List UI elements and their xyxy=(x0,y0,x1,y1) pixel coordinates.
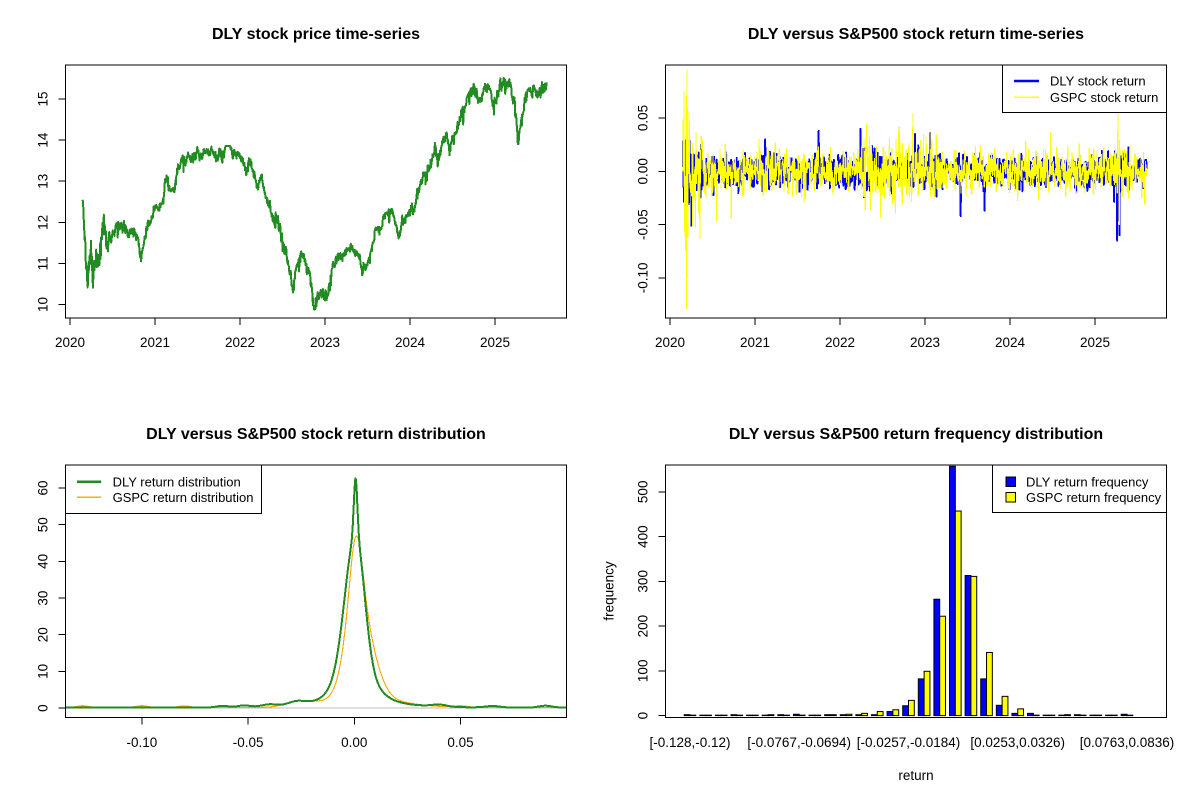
svg-text:2021: 2021 xyxy=(140,335,170,350)
svg-text:200: 200 xyxy=(636,615,651,638)
svg-text:0.00: 0.00 xyxy=(341,735,367,750)
svg-text:100: 100 xyxy=(636,660,651,683)
svg-text:2023: 2023 xyxy=(310,335,340,350)
svg-text:20: 20 xyxy=(36,627,51,642)
svg-text:2024: 2024 xyxy=(395,335,426,350)
svg-text:11: 11 xyxy=(36,256,51,270)
svg-text:500: 500 xyxy=(636,481,651,504)
svg-text:2021: 2021 xyxy=(740,335,770,350)
svg-text:2025: 2025 xyxy=(480,335,510,350)
svg-text:2024: 2024 xyxy=(995,335,1026,350)
svg-text:[-0.0767,-0.0694): [-0.0767,-0.0694) xyxy=(747,735,851,750)
svg-text:return: return xyxy=(898,768,933,783)
svg-text:DLY stock price time-series: DLY stock price time-series xyxy=(212,26,420,43)
svg-text:14: 14 xyxy=(36,132,51,148)
svg-text:2022: 2022 xyxy=(225,335,255,350)
svg-text:DLY versus S&P500 stock return: DLY versus S&P500 stock return time-seri… xyxy=(748,26,1084,43)
svg-text:[-0.0257,-0.0184): [-0.0257,-0.0184) xyxy=(857,735,961,750)
svg-text:[0.0763,0.0836): [0.0763,0.0836) xyxy=(1080,735,1175,750)
svg-text:10: 10 xyxy=(36,297,51,312)
svg-text:0: 0 xyxy=(36,704,51,712)
svg-text:[-0.128,-0.12): [-0.128,-0.12) xyxy=(649,735,730,750)
svg-text:12: 12 xyxy=(36,215,51,230)
svg-text:DLY stock return: DLY stock return xyxy=(1050,74,1146,89)
svg-text:10: 10 xyxy=(36,664,51,679)
svg-text:0.05: 0.05 xyxy=(447,735,473,750)
svg-text:-0.05: -0.05 xyxy=(233,735,264,750)
svg-text:DLY versus S&P500 stock return: DLY versus S&P500 stock return distribut… xyxy=(146,426,486,443)
svg-text:-0.10: -0.10 xyxy=(636,263,651,294)
svg-text:frequency: frequency xyxy=(602,561,617,621)
svg-text:13: 13 xyxy=(36,174,51,189)
svg-text:GSPC return frequency: GSPC return frequency xyxy=(1026,490,1162,505)
svg-text:DLY return frequency: DLY return frequency xyxy=(1026,474,1149,489)
svg-text:50: 50 xyxy=(36,517,51,532)
svg-text:15: 15 xyxy=(36,91,51,106)
svg-text:40: 40 xyxy=(36,554,51,569)
svg-text:2025: 2025 xyxy=(1080,335,1110,350)
svg-text:30: 30 xyxy=(36,591,51,606)
svg-text:400: 400 xyxy=(636,525,651,548)
svg-text:2020: 2020 xyxy=(55,335,85,350)
svg-text:60: 60 xyxy=(36,480,51,495)
svg-text:0.00: 0.00 xyxy=(636,158,651,184)
svg-text:DLY return distribution: DLY return distribution xyxy=(113,475,241,490)
svg-text:GSPC stock return: GSPC stock return xyxy=(1050,90,1158,105)
svg-text:DLY versus S&P500 return frequ: DLY versus S&P500 return frequency distr… xyxy=(729,426,1103,443)
svg-text:0.05: 0.05 xyxy=(636,105,651,131)
svg-text:-0.05: -0.05 xyxy=(636,209,651,240)
svg-text:300: 300 xyxy=(636,570,651,593)
svg-text:[0.0253,0.0326): [0.0253,0.0326) xyxy=(970,735,1065,750)
svg-text:GSPC return distribution: GSPC return distribution xyxy=(113,490,254,505)
svg-text:-0.10: -0.10 xyxy=(127,735,158,750)
svg-text:2022: 2022 xyxy=(825,335,855,350)
svg-text:2020: 2020 xyxy=(655,335,685,350)
svg-text:0: 0 xyxy=(636,712,651,720)
svg-text:2023: 2023 xyxy=(910,335,940,350)
